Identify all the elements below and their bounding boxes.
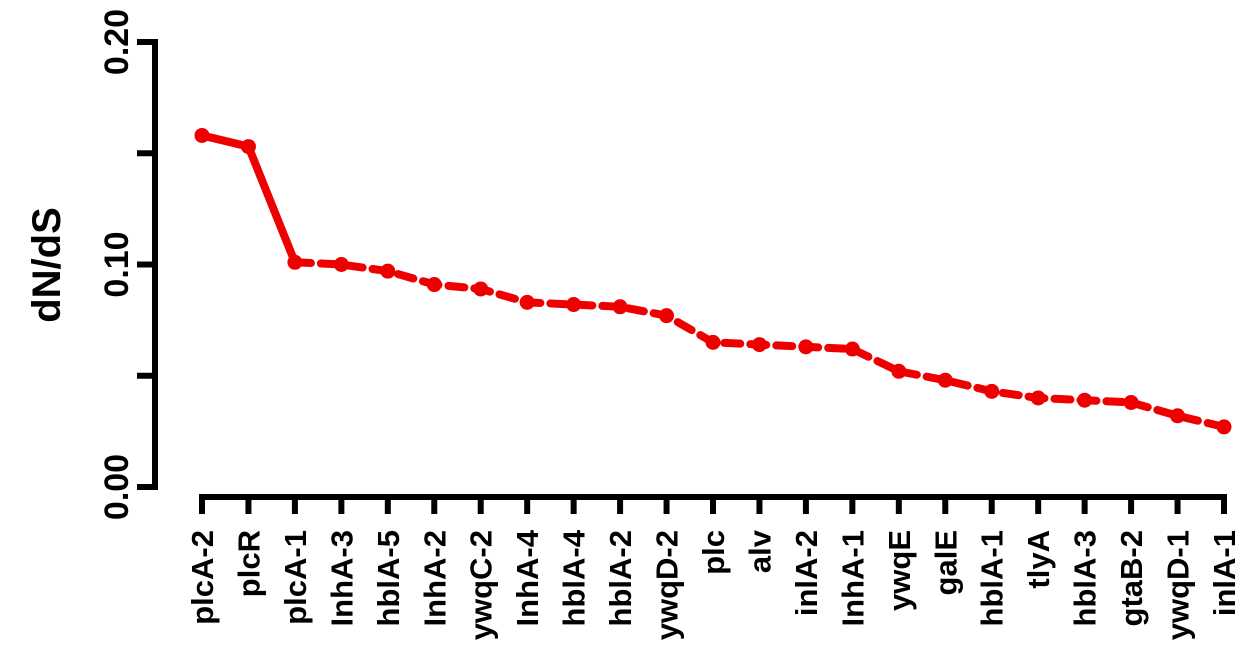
x-tick-label: plcA-1 [278,530,313,625]
x-tick-label: ywqE [882,530,917,611]
data-point [240,139,256,155]
data-point [1216,419,1232,435]
y-tick-label: 0.20 [98,9,136,75]
data-point [1030,390,1046,406]
x-tick-label: hblA-3 [1068,530,1103,626]
data-point [380,263,396,279]
data-point [287,254,303,270]
data-point [1123,394,1139,410]
x-tick-label: InhA-1 [835,530,870,626]
series-line-solid [198,131,299,267]
data-point [519,294,535,310]
data-point [751,337,767,353]
data-point [984,383,1000,399]
data-point [1077,392,1093,408]
data-point [333,257,349,272]
data-point [612,299,628,315]
y-axis-title: dN/dS [25,207,69,323]
data-point [705,334,721,350]
x-tick-label: alv [742,529,777,573]
series-layer [194,127,1232,435]
y-tick-label: 0.10 [98,231,136,297]
x-tick-label: inlA-1 [1207,530,1242,616]
data-point [473,281,489,297]
x-tick-label: hblA-1 [975,530,1010,626]
x-tick-label: tlyA [1021,530,1056,589]
data-point [891,363,907,379]
data-point [1170,408,1186,424]
x-tick-label: hblA-4 [557,529,592,626]
x-tick-label: hblA-5 [371,530,406,626]
x-tick-label: ywqD-2 [650,530,685,640]
x-tick-label: InhA-4 [510,529,545,626]
y-axis: 0.00 0.10 0.20 [98,9,158,520]
x-tick-label: plcR [231,530,266,597]
data-point [844,341,860,357]
x-tick-label: galE [928,530,963,595]
data-point [659,308,675,324]
data-point [798,339,814,355]
x-tick-label: gtaB-2 [1114,530,1149,626]
x-tick-label: plcA-2 [185,530,220,625]
data-point [566,297,582,313]
y-tick-label: 0.00 [98,454,136,520]
x-tick-label: inlA-2 [789,530,824,616]
data-point [426,277,442,293]
x-axis: plcA-2 plcR plcA-1 InhA-3 hblA-5 InhA-2 ywqC-2… [185,494,1242,640]
x-tick-label: plc [696,530,731,575]
x-tick-label: InhA-3 [324,530,359,626]
x-tick-label: ywqD-1 [1161,530,1196,640]
x-tick-label: InhA-2 [417,530,452,626]
data-point [194,127,210,143]
x-tick-label: ywqC-2 [464,530,499,640]
data-point [937,372,953,388]
x-tick-label: hblA-2 [603,530,638,626]
